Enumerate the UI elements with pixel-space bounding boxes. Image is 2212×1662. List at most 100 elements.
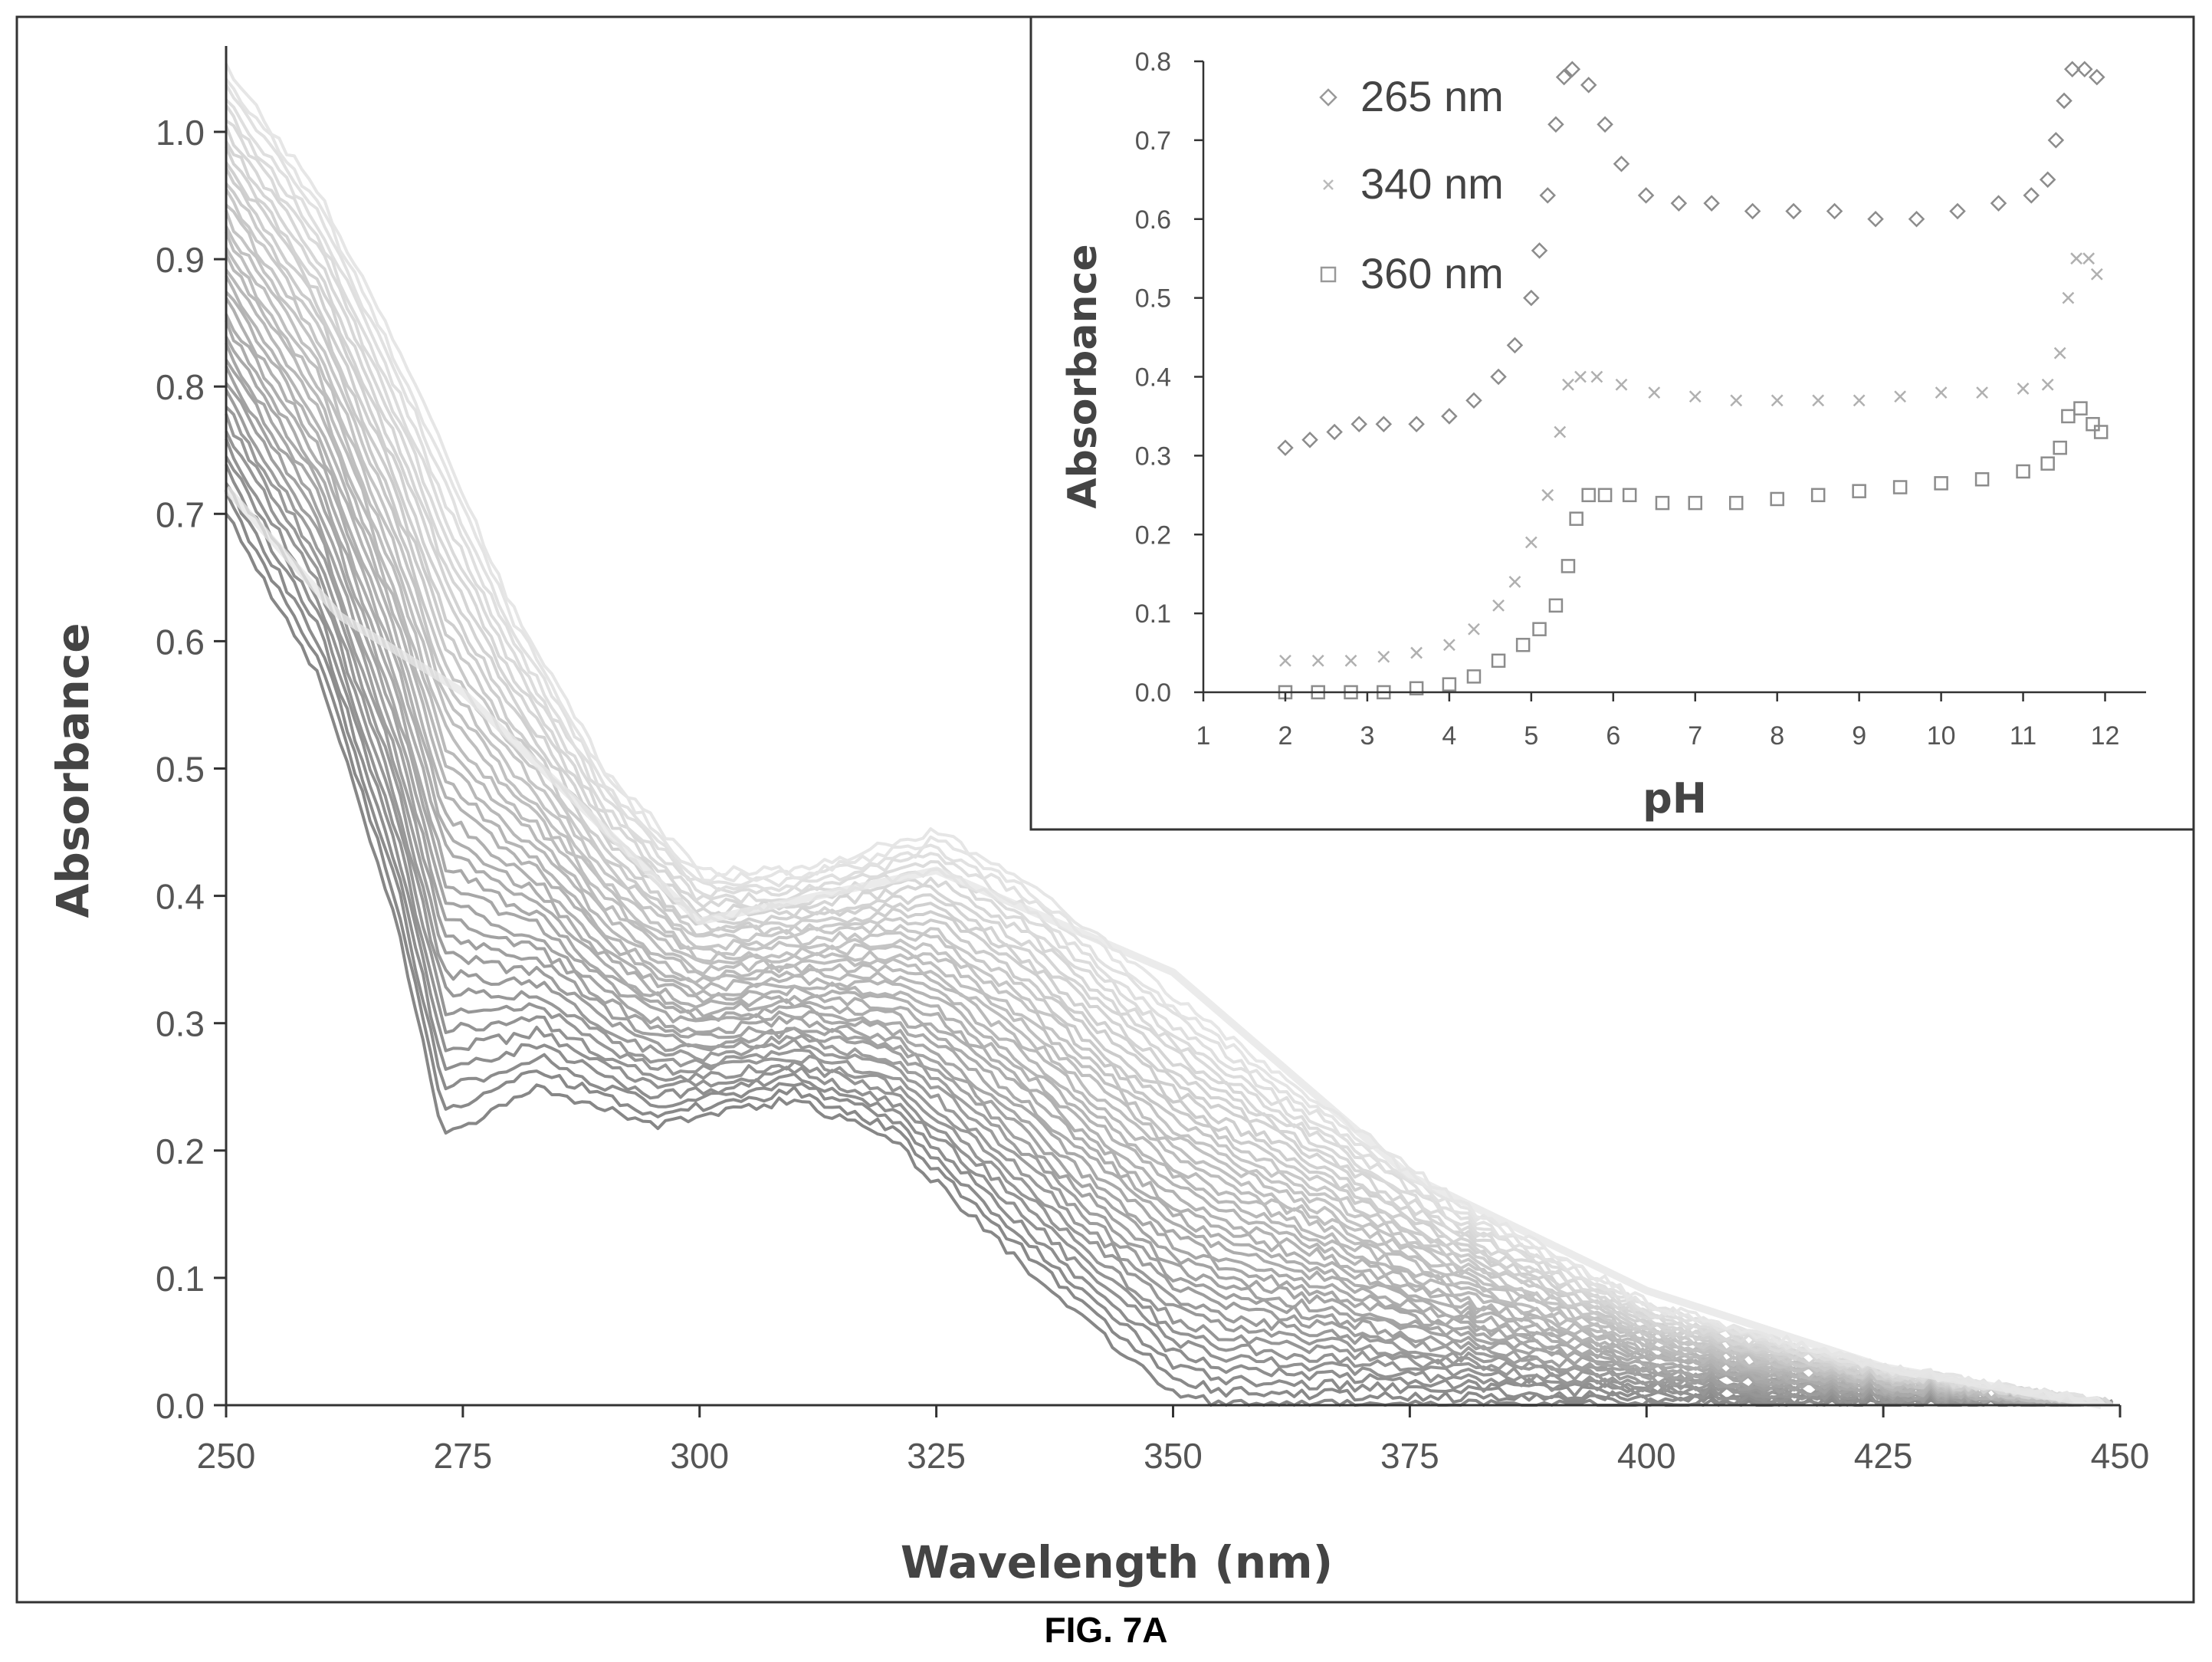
main-x-ticks: 250 275 300 325 350 375 400 425 450 bbox=[197, 1405, 2150, 1476]
point-265nm bbox=[1597, 116, 1613, 133]
point-360nm bbox=[1548, 598, 1564, 613]
point-360nm bbox=[2040, 456, 2055, 471]
point-340nm bbox=[1590, 370, 1603, 383]
inset-y-tick-label: 0.6 bbox=[1135, 205, 1171, 235]
point-360nm bbox=[2073, 401, 2088, 416]
point-360nm bbox=[1532, 622, 1547, 636]
main-y-tick-label: 0.3 bbox=[156, 1004, 205, 1044]
inset-x-tick-label: 2 bbox=[1278, 721, 1292, 751]
point-265nm bbox=[1465, 392, 1482, 409]
point-265nm bbox=[1670, 195, 1688, 212]
point-340nm bbox=[2082, 252, 2095, 265]
point-265nm bbox=[1277, 439, 1294, 456]
point-265nm bbox=[1613, 155, 1630, 172]
legend-marker-x bbox=[1323, 179, 1334, 190]
inset-legend: 265 nm 340 nm 360 nm bbox=[1319, 72, 1504, 297]
point-265nm bbox=[1301, 432, 1318, 448]
spectrum-line bbox=[225, 104, 2113, 1407]
point-360nm bbox=[1852, 484, 1866, 498]
main-x-axis-title: Wavelength (nm) bbox=[901, 1536, 1333, 1588]
point-340nm bbox=[2062, 291, 2075, 304]
point-340nm bbox=[1853, 394, 1866, 407]
legend-marker-square bbox=[1320, 266, 1337, 283]
inset-x-tick-label: 6 bbox=[1606, 721, 1620, 751]
inset-x-axis-title: pH bbox=[1643, 774, 1707, 823]
spectrum-line-highlight bbox=[223, 485, 2102, 1409]
inset-x-tick-label: 9 bbox=[1852, 721, 1866, 751]
point-360nm bbox=[1622, 488, 1637, 503]
point-265nm bbox=[1506, 337, 1524, 354]
point-360nm bbox=[1491, 653, 1506, 668]
point-340nm bbox=[1410, 646, 1423, 659]
point-340nm bbox=[1311, 654, 1324, 667]
point-265nm bbox=[1523, 289, 1540, 307]
point-360nm bbox=[1655, 495, 1670, 511]
inset-x-tick-label: 7 bbox=[1688, 721, 1702, 751]
point-360nm bbox=[1934, 476, 1948, 491]
point-340nm bbox=[1689, 390, 1702, 403]
inset-y-tick-label: 0.0 bbox=[1135, 678, 1171, 708]
point-360nm bbox=[1409, 681, 1424, 696]
figure-caption: FIG. 7A bbox=[1044, 1610, 1167, 1650]
point-360nm bbox=[1581, 488, 1596, 503]
inset-y-tick-label: 0.1 bbox=[1135, 599, 1171, 629]
point-265nm bbox=[1539, 187, 1556, 204]
main-x-tick-label: 250 bbox=[197, 1436, 256, 1476]
point-360nm bbox=[2086, 416, 2100, 432]
point-340nm bbox=[2070, 252, 2082, 265]
point-340nm bbox=[1730, 394, 1743, 407]
point-360nm bbox=[1892, 480, 1908, 494]
spectrum-line bbox=[225, 366, 2113, 1407]
inset-series-diamond bbox=[1277, 61, 2105, 456]
inset-y-axis-title: Absorbance bbox=[1060, 244, 1106, 508]
point-265nm bbox=[1351, 416, 1367, 432]
spectrum-line bbox=[225, 320, 2113, 1407]
point-265nm bbox=[1531, 242, 1548, 259]
point-340nm bbox=[2090, 268, 2103, 281]
point-265nm bbox=[2056, 92, 2073, 110]
main-y-tick-label: 0.1 bbox=[156, 1259, 205, 1299]
point-340nm bbox=[1524, 536, 1538, 549]
point-360nm bbox=[2093, 425, 2109, 439]
point-360nm bbox=[2053, 440, 2067, 455]
point-360nm bbox=[1442, 677, 1457, 691]
point-265nm bbox=[1555, 68, 1573, 86]
point-340nm bbox=[1574, 370, 1587, 383]
point-340nm bbox=[1812, 394, 1825, 407]
point-340nm bbox=[1615, 378, 1628, 391]
point-265nm bbox=[1408, 416, 1425, 432]
point-340nm bbox=[1279, 654, 1291, 667]
point-340nm bbox=[1442, 639, 1456, 652]
point-340nm bbox=[1377, 650, 1390, 663]
point-265nm bbox=[1703, 195, 1720, 212]
point-340nm bbox=[2041, 378, 2054, 391]
inset-x-tick-label: 11 bbox=[2010, 721, 2036, 751]
inset-x-tick-label: 3 bbox=[1360, 721, 1374, 751]
point-340nm bbox=[1894, 390, 1907, 403]
point-340nm bbox=[1468, 622, 1480, 636]
point-360nm bbox=[1597, 488, 1613, 503]
point-265nm bbox=[2076, 61, 2093, 78]
main-y-axis-title: Absorbance bbox=[47, 622, 99, 918]
spectrum-line bbox=[225, 430, 2113, 1407]
inset-y-tick-label: 0.8 bbox=[1135, 48, 1171, 77]
point-340nm bbox=[1344, 654, 1357, 667]
point-265nm bbox=[1326, 423, 1343, 441]
point-265nm bbox=[1867, 210, 1884, 228]
inset-x-tick-label: 1 bbox=[1196, 721, 1211, 751]
inset-y-ticks: 0.0 0.1 0.2 0.3 0.4 0.5 0.6 0.7 0.8 bbox=[1135, 48, 1203, 708]
point-360nm bbox=[1466, 669, 1482, 684]
spectrum-line bbox=[225, 464, 2114, 1407]
point-265nm bbox=[1949, 202, 1966, 220]
point-265nm bbox=[1580, 77, 1597, 94]
inset-series-x bbox=[1279, 252, 2103, 667]
point-360nm bbox=[1688, 495, 1702, 511]
point-340nm bbox=[2053, 347, 2066, 360]
legend-label-340: 340 nm bbox=[1360, 159, 1504, 208]
point-265nm bbox=[2023, 187, 2040, 204]
main-x-tick-label: 450 bbox=[2091, 1436, 2150, 1476]
main-y-tick-label: 0.9 bbox=[156, 240, 205, 280]
point-340nm bbox=[2017, 383, 2030, 395]
point-265nm bbox=[2063, 61, 2081, 78]
